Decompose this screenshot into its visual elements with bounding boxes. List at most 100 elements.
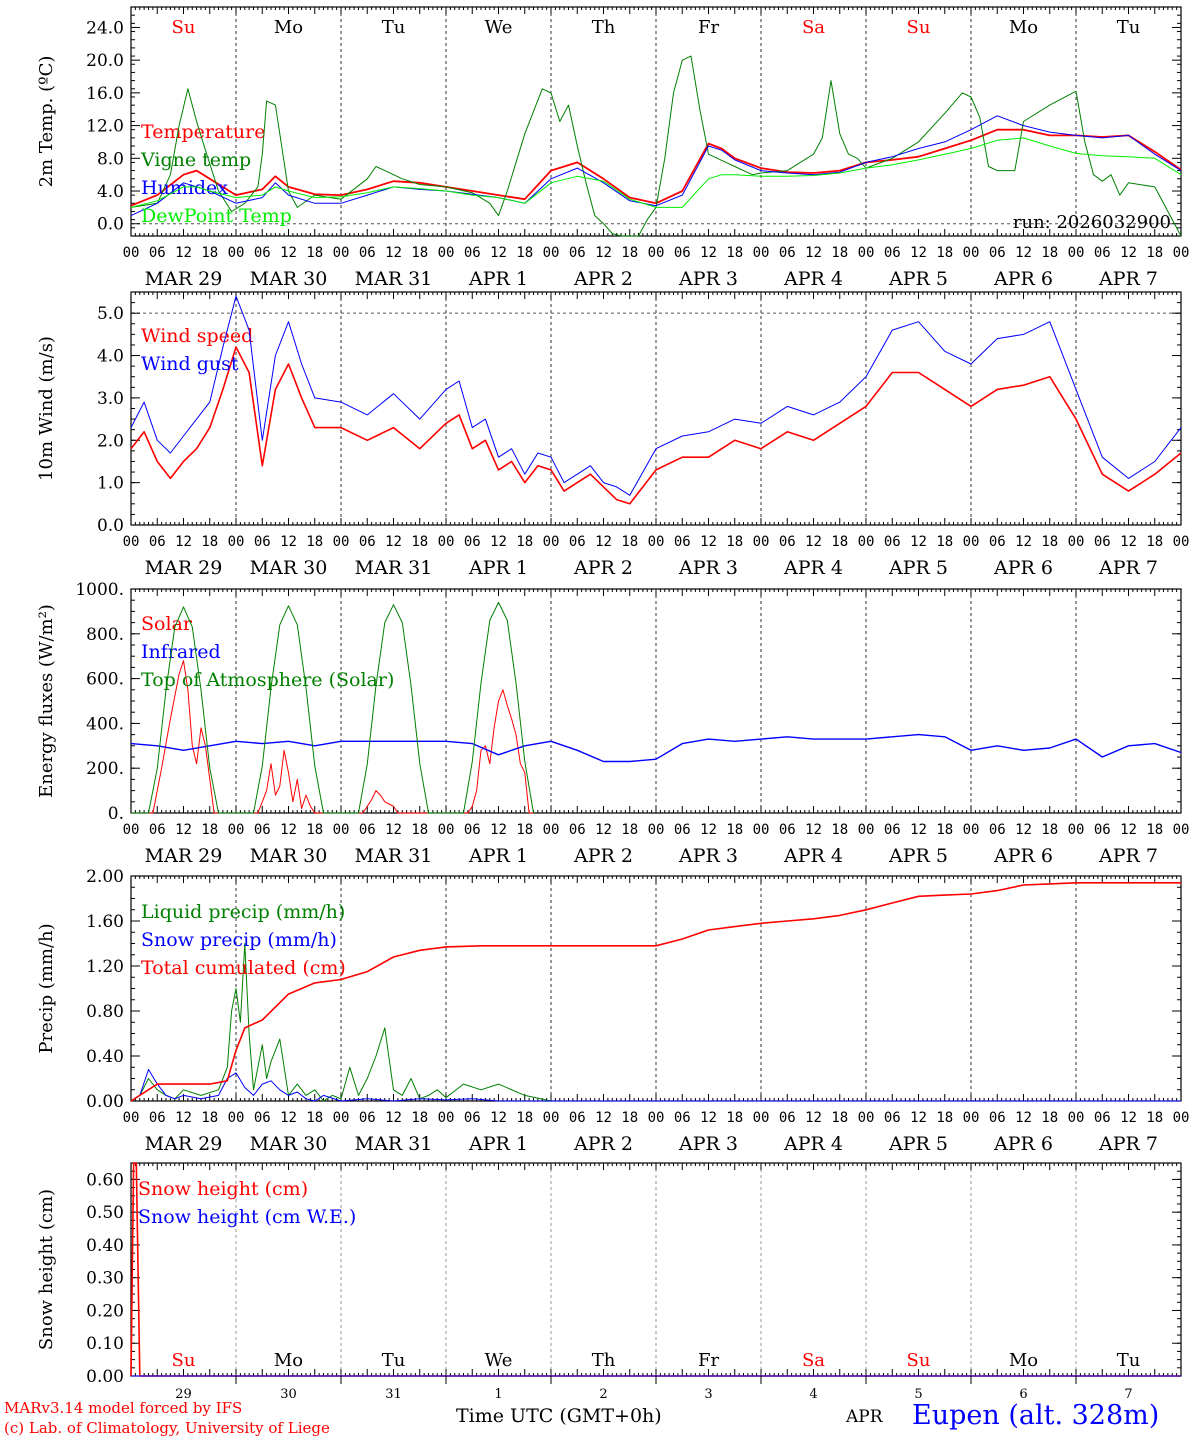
hour-tick-label: 00	[648, 534, 665, 550]
y-tick-label: 8.0	[97, 149, 124, 169]
hour-tick-label: 18	[1146, 245, 1163, 261]
hour-tick-label: 12	[385, 534, 402, 550]
hour-tick-label: 06	[254, 245, 271, 261]
y-tick-label: 800.	[86, 625, 124, 645]
hour-tick-label: 06	[359, 534, 376, 550]
date-label: MAR 29	[145, 268, 223, 290]
hour-tick-label: 12	[490, 822, 507, 838]
hour-tick-label: 06	[464, 1110, 481, 1126]
y-tick-label: 0.40	[86, 1047, 124, 1067]
hour-tick-label: 00	[123, 534, 140, 550]
weekday-label: Su	[172, 17, 196, 38]
date-label: APR 6	[993, 557, 1053, 579]
hour-tick-label: 06	[569, 534, 586, 550]
hour-tick-label: 12	[595, 245, 612, 261]
hour-tick-label: 12	[175, 534, 192, 550]
hour-tick-label: 00	[123, 822, 140, 838]
y-tick-label: 0.20	[86, 1301, 124, 1321]
hour-tick-label: 12	[175, 822, 192, 838]
y-tick-label: 1.0	[97, 474, 124, 494]
legend-entry: Vigne temp	[140, 149, 251, 171]
hour-tick-label: 18	[516, 1110, 533, 1126]
date-label: APR 1	[468, 1133, 528, 1155]
hour-tick-label: 00	[543, 1110, 560, 1126]
weekday-label: Su	[907, 1350, 931, 1371]
date-label: APR 2	[573, 845, 633, 867]
date-label: MAR 31	[355, 268, 433, 290]
hour-tick-label: 12	[280, 534, 297, 550]
hour-tick-label: 06	[674, 245, 691, 261]
hour-tick-label: 12	[910, 822, 927, 838]
hour-tick-label: 12	[175, 1110, 192, 1126]
date-label: APR 5	[888, 268, 948, 290]
hour-tick-label: 06	[884, 822, 901, 838]
hour-tick-label: 12	[1120, 822, 1137, 838]
hour-tick-label: 12	[700, 1110, 717, 1126]
hour-tick-label: 00	[228, 822, 245, 838]
y-tick-label: 1000.	[75, 580, 124, 600]
legend-entry: Wind speed	[141, 325, 253, 347]
date-label: MAR 29	[145, 557, 223, 579]
hour-tick-label: 12	[700, 245, 717, 261]
hour-tick-label: 18	[306, 245, 323, 261]
hour-tick-label: 12	[595, 1110, 612, 1126]
hour-tick-label: 06	[779, 245, 796, 261]
y-tick-label: 0.10	[86, 1334, 124, 1354]
date-label: MAR 29	[145, 1133, 223, 1155]
hour-tick-label: 06	[359, 1110, 376, 1126]
hour-tick-label: 18	[936, 822, 953, 838]
y-tick-label: 0.00	[86, 1367, 124, 1387]
date-label: APR 2	[573, 268, 633, 290]
hour-tick-label: 00	[543, 534, 560, 550]
hour-tick-label: 00	[753, 245, 770, 261]
hour-tick-label: 12	[700, 534, 717, 550]
legend-entry: Liquid precip (mm/h)	[141, 901, 345, 923]
hour-tick-label: 18	[831, 245, 848, 261]
weekday-label: Tu	[382, 1350, 406, 1371]
y-tick-label: 4.0	[97, 347, 124, 367]
date-label: APR 5	[888, 1133, 948, 1155]
hour-tick-label: 06	[674, 534, 691, 550]
hour-tick-label: 18	[936, 1110, 953, 1126]
hour-tick-label: 18	[936, 245, 953, 261]
y-tick-label: 20.0	[86, 51, 124, 71]
hour-tick-label: 06	[254, 1110, 271, 1126]
hour-tick-label: 18	[621, 822, 638, 838]
hour-tick-label: 00	[333, 822, 350, 838]
hour-tick-label: 00	[858, 822, 875, 838]
hour-tick-label: 12	[1015, 245, 1032, 261]
series-line-infrared	[130, 733, 1182, 763]
hour-tick-label: 06	[569, 822, 586, 838]
hour-tick-label: 12	[595, 534, 612, 550]
date-label: MAR 30	[250, 845, 328, 867]
hour-tick-label: 06	[254, 534, 271, 550]
y-tick-label: 400.	[86, 714, 124, 734]
hour-tick-label: 00	[438, 822, 455, 838]
weekday-label: Mo	[274, 17, 303, 38]
y-tick-label: 2.0	[97, 431, 124, 451]
hour-tick-label: 00	[543, 822, 560, 838]
y-tick-label: 0.80	[86, 1002, 124, 1022]
hour-tick-label: 12	[910, 245, 927, 261]
date-label: MAR 31	[355, 557, 433, 579]
hour-tick-label: 18	[1041, 245, 1058, 261]
y-axis-title: 10m Wind (m/s)	[36, 336, 57, 481]
hour-tick-label: 00	[438, 245, 455, 261]
y-tick-label: 12.0	[86, 117, 124, 137]
date-label: APR 6	[993, 845, 1053, 867]
day-number-label: 2	[599, 1387, 607, 1402]
y-tick-label: 0.0	[97, 215, 124, 235]
hour-tick-label: 00	[858, 245, 875, 261]
hour-tick-label: 18	[516, 534, 533, 550]
hour-tick-label: 00	[1173, 822, 1190, 838]
hour-tick-label: 18	[1146, 534, 1163, 550]
hour-tick-label: 18	[411, 822, 428, 838]
hour-tick-label: 06	[674, 1110, 691, 1126]
hour-tick-label: 12	[385, 822, 402, 838]
weekday-label: Sa	[802, 1350, 825, 1371]
hour-tick-label: 00	[228, 534, 245, 550]
hour-tick-label: 18	[621, 1110, 638, 1126]
hour-tick-label: 12	[805, 534, 822, 550]
weekday-label: Su	[172, 1350, 196, 1371]
date-label: APR 3	[678, 268, 738, 290]
